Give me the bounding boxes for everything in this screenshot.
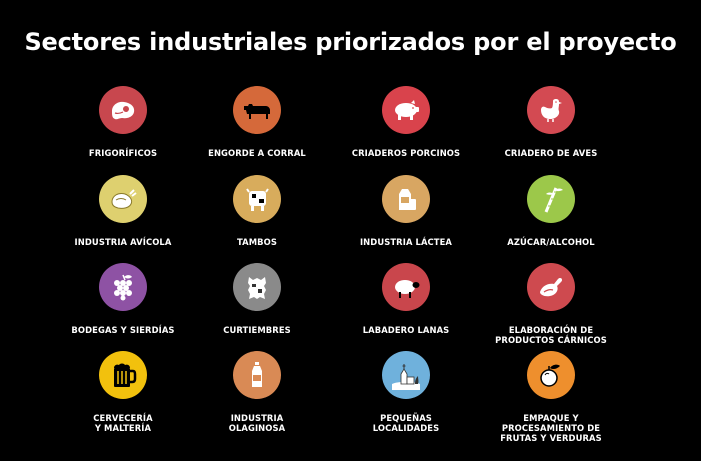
oil-bottle-icon — [252, 362, 262, 387]
sector-icon-circle — [99, 263, 147, 311]
sector-label: INDUSTRIA AVÍCOLA — [74, 237, 172, 247]
sector-label: ENGORDE A CORRAL — [208, 148, 306, 158]
sector-curtiembres: CURTIEMBRES — [177, 263, 337, 335]
sector-label: PEQUEÑAS LOCALIDADES — [372, 413, 440, 433]
sector-engorde-a-corral: ENGORDE A CORRAL — [177, 86, 337, 158]
sector-icon-circle — [99, 175, 147, 223]
sector-label: CRIADEROS PORCINOS — [351, 148, 461, 158]
sector-icon-circle — [233, 175, 281, 223]
sector-label: CRIADERO DE AVES — [504, 148, 598, 158]
sector-icon-circle — [233, 263, 281, 311]
sector-icon-circle — [527, 351, 575, 399]
roast-chicken-icon — [111, 189, 137, 209]
sugarcane-icon — [544, 187, 563, 213]
pig-icon — [395, 100, 419, 120]
steak-icon — [112, 101, 135, 120]
dairy-cow-icon — [246, 188, 269, 211]
sector-label: ELABORACIÓN DE PRODUCTOS CÁRNICOS — [495, 325, 607, 345]
sector-elaboracion-productos-carnicos: ELABORACIÓN DE PRODUCTOS CÁRNICOS — [471, 263, 631, 345]
sector-icon-circle — [382, 86, 430, 134]
sector-industria-lactea: INDUSTRIA LÁCTEA — [326, 175, 486, 247]
sector-icon-circle — [233, 351, 281, 399]
sector-icon-circle — [382, 263, 430, 311]
sector-label: AZÚCAR/ALCOHOL — [507, 237, 595, 247]
sector-industria-avicola: INDUSTRIA AVÍCOLA — [43, 175, 203, 247]
sector-empaque-frutas-verduras: EMPAQUE Y PROCESAMIENTO DE FRUTAS Y VERD… — [471, 351, 631, 443]
sector-label: INDUSTRIA OLAGINOSA — [228, 413, 286, 433]
sector-bodegas-y-sierdias: BODEGAS Y SIERDÍAS — [43, 263, 203, 335]
sector-industria-olaginosa: INDUSTRIA OLAGINOSA — [177, 351, 337, 433]
sector-icon-circle — [99, 351, 147, 399]
church-town-icon — [392, 364, 420, 390]
sector-icon-circle — [233, 86, 281, 134]
sector-label: EMPAQUE Y PROCESAMIENTO DE FRUTAS Y VERD… — [500, 413, 602, 443]
sector-label: INDUSTRIA LÁCTEA — [359, 237, 453, 247]
sector-icon-circle — [527, 263, 575, 311]
sector-labadero-lanas: LABADERO LANAS — [326, 263, 486, 335]
ham-icon — [540, 278, 562, 297]
sector-criadero-de-aves: CRIADERO DE AVES — [471, 86, 631, 158]
sector-frigorificos: FRIGORÍFICOS — [43, 86, 203, 158]
page-title: Sectores industriales priorizados por el… — [24, 28, 677, 56]
sector-cerveceria-y-malteria: CERVECERÍA Y MALTERÍA — [43, 351, 203, 433]
sector-label: TAMBOS — [236, 237, 277, 247]
cow-icon — [244, 104, 270, 119]
sector-label: BODEGAS Y SIERDÍAS — [71, 325, 175, 335]
leather-hide-icon — [248, 277, 266, 299]
beer-mug-icon — [114, 363, 137, 387]
sector-label: CURTIEMBRES — [223, 325, 291, 335]
sheep-icon — [395, 280, 420, 298]
grapes-icon — [114, 274, 132, 301]
sector-tambos: TAMBOS — [177, 175, 337, 247]
sector-label: CERVECERÍA Y MALTERÍA — [93, 413, 153, 433]
sector-azucar-alcohol: AZÚCAR/ALCOHOL — [471, 175, 631, 247]
sector-criaderos-porcinos: CRIADEROS PORCINOS — [326, 86, 486, 158]
sector-icon-circle — [382, 175, 430, 223]
chicken-icon — [541, 99, 562, 122]
sector-label: FRIGORÍFICOS — [88, 148, 158, 158]
apple-icon — [540, 364, 560, 387]
sector-icon-circle — [382, 351, 430, 399]
sector-label: LABADERO LANAS — [362, 325, 450, 335]
sector-icon-circle — [99, 86, 147, 134]
sector-pequenas-localidades: PEQUEÑAS LOCALIDADES — [326, 351, 486, 433]
milk-carton-icon — [399, 189, 416, 210]
sector-icon-circle — [527, 175, 575, 223]
sector-icon-circle — [527, 86, 575, 134]
